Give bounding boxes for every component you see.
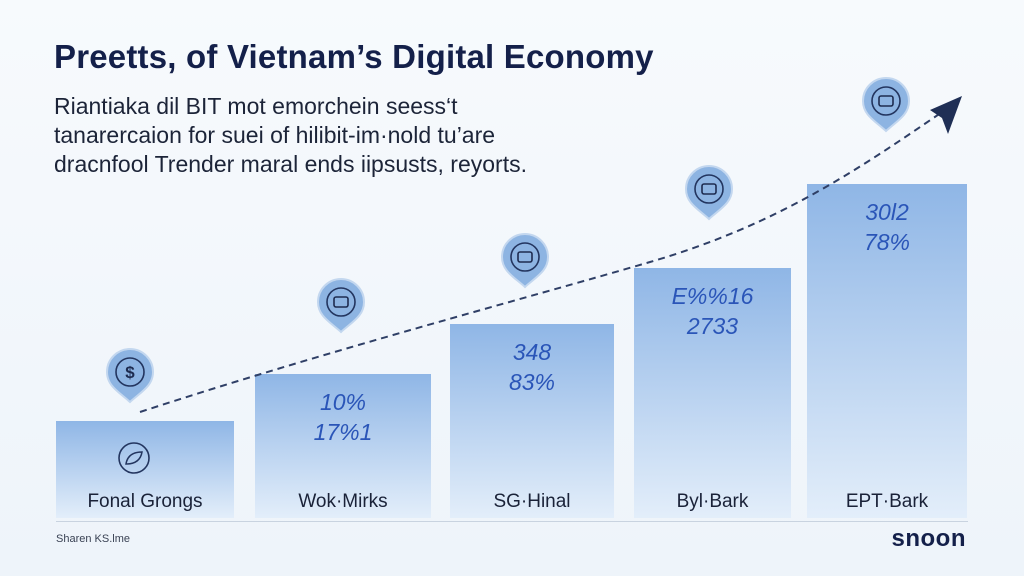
category-label: SG·Hinal bbox=[493, 491, 570, 512]
leaf-icon bbox=[118, 442, 150, 474]
footer-divider bbox=[56, 521, 968, 522]
bar bbox=[56, 421, 234, 518]
category-label: Byl·Bark bbox=[677, 491, 749, 512]
category-label: Wok·Mirks bbox=[298, 491, 387, 512]
bar bbox=[634, 268, 791, 518]
subtitle-line: dracnfool Trender maral ends iipsusts, r… bbox=[54, 151, 527, 177]
data-label: 30l2 bbox=[865, 199, 909, 225]
trend-arrow-icon bbox=[930, 96, 962, 134]
bar bbox=[450, 324, 614, 518]
wallet-icon bbox=[861, 77, 911, 133]
subtitle-line: tanarercaion for suei of hilibit-im·nold… bbox=[54, 122, 496, 148]
source-note: Sharen KS.lme bbox=[56, 533, 130, 545]
data-label: 348 bbox=[513, 339, 552, 365]
bar bbox=[255, 374, 431, 518]
trend-line bbox=[139, 107, 949, 413]
money-icon bbox=[316, 278, 366, 334]
subtitle-line: Riantiaka dil BIT mot emorchein seess‘t bbox=[54, 93, 458, 119]
badge-label: $ bbox=[125, 363, 135, 382]
data-label: 17%1 bbox=[314, 419, 373, 445]
category-label: Fonal Grongs bbox=[87, 491, 202, 512]
data-label: 83% bbox=[509, 369, 555, 395]
dollar-icon: $ bbox=[105, 348, 155, 404]
data-label: 10% bbox=[320, 389, 366, 415]
bar bbox=[807, 184, 967, 518]
exchange-icon bbox=[500, 233, 550, 289]
data-label: E%%16 bbox=[672, 283, 754, 309]
chart-title: Preetts, of Vietnam’s Digital Economy bbox=[54, 38, 654, 75]
data-label: 78% bbox=[864, 229, 910, 255]
chart-subtitle: Riantiaka dil BIT mot emorchein seess‘t … bbox=[54, 92, 614, 179]
data-label: 2733 bbox=[686, 313, 738, 339]
brand-logo: snoon bbox=[891, 525, 966, 552]
document-icon bbox=[684, 165, 734, 221]
category-label: EPT·Bark bbox=[846, 491, 929, 512]
